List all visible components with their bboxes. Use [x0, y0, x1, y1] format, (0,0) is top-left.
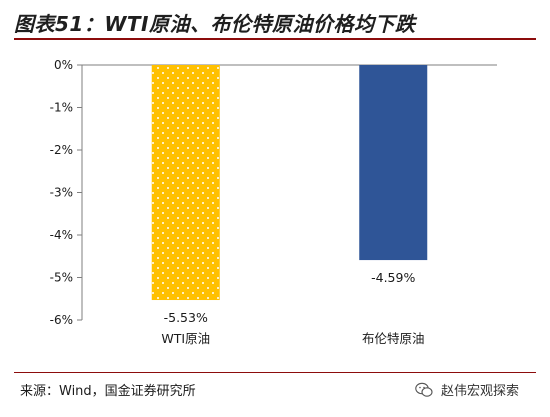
bar-1: [151, 65, 220, 301]
y-tick-label: -6%: [50, 313, 73, 327]
watermark: 赵伟宏观探索: [415, 380, 519, 399]
data-label: -4.59%: [371, 270, 415, 285]
y-tick-label: 0%: [54, 58, 73, 72]
y-tick-label: -4%: [50, 228, 73, 242]
footer-divider: [14, 372, 536, 373]
y-tick-label: -5%: [50, 271, 73, 285]
title-divider: [14, 38, 536, 40]
category-label: WTI原油: [161, 331, 210, 346]
chart-title: 图表51：WTI原油、布伦特原油价格均下跌: [14, 12, 416, 36]
category-label: 布伦特原油: [362, 331, 425, 346]
y-tick-label: -2%: [50, 143, 73, 157]
bar-chart: 0% -1% -2% -3% -4% -5% -6% -5.53% WTI原油 -4.59% 布伦…: [50, 58, 497, 346]
y-tick-label: -3%: [50, 186, 73, 200]
source-note: 来源：Wind，国金证券研究所: [20, 384, 196, 399]
bar-2: [359, 65, 428, 261]
wechat-icon: [415, 382, 433, 397]
watermark-text: 赵伟宏观探索: [441, 384, 520, 399]
title-bar: 图表51：WTI原油、布伦特原油价格均下跌: [0, 0, 550, 40]
data-label: -5.53%: [164, 310, 208, 325]
y-tick-label: -1%: [50, 101, 73, 115]
